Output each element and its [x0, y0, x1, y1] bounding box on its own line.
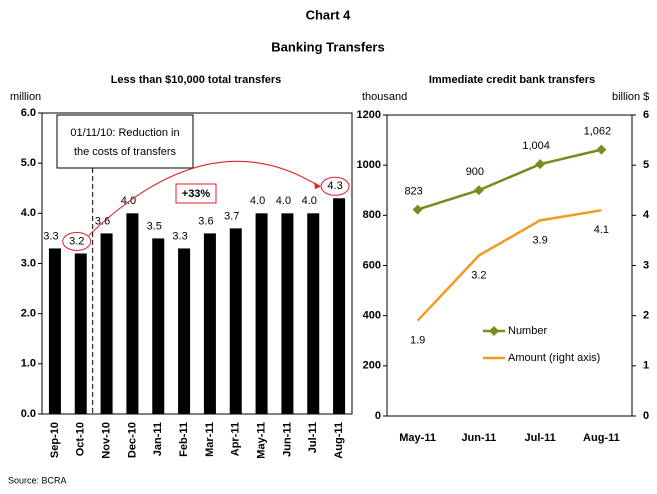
x-tick-label: May-11 — [399, 432, 436, 444]
data-label: 3.3 — [172, 230, 187, 242]
x-tick-label: Feb-11 — [178, 422, 190, 457]
y2-tick-label: 1 — [643, 360, 649, 372]
data-label: 3.6 — [198, 215, 213, 227]
plot-frame — [386, 114, 633, 417]
data-label: 3.5 — [147, 220, 162, 232]
data-label: 4.0 — [276, 195, 291, 207]
y-tick-label: 0 — [375, 410, 381, 422]
data-label: 4.0 — [250, 195, 265, 207]
growth-label: +33% — [182, 188, 211, 200]
bar — [203, 233, 216, 414]
data-label: 4.1 — [594, 224, 609, 236]
data-label: 1.9 — [410, 335, 425, 347]
y-tick-label: 4.0 — [21, 207, 36, 219]
marker — [535, 159, 546, 170]
bar — [178, 248, 191, 414]
x-tick-label: Jun-11 — [461, 432, 496, 444]
y-axis-label: thousand — [362, 91, 407, 103]
data-label: 3.2 — [69, 235, 84, 247]
series-line — [417, 148, 602, 211]
bar — [48, 248, 61, 414]
data-label: 4.0 — [302, 195, 317, 207]
chart-title: Less than $10,000 total transfers — [111, 74, 282, 86]
legend-marker — [489, 326, 499, 336]
data-label: 1,062 — [584, 126, 612, 138]
data-label: 3.9 — [532, 234, 547, 246]
x-tick-label: Nov-10 — [100, 422, 112, 459]
marker — [473, 185, 484, 196]
bar — [126, 213, 139, 414]
y-tick-label: 200 — [363, 360, 381, 372]
y-tick-label: 400 — [363, 310, 381, 322]
bar — [152, 238, 165, 414]
y2-axis-label: billion $ — [612, 91, 649, 103]
y-tick-label: 3.0 — [21, 257, 36, 269]
note-text: 01/11/10: Reduction in — [70, 127, 179, 139]
data-label: 1,004 — [522, 140, 550, 152]
x-tick-label: Aug-11 — [333, 422, 345, 459]
bar — [229, 228, 242, 414]
y2-tick-label: 2 — [643, 310, 649, 322]
page-subtitle: Banking Transfers — [271, 39, 384, 54]
y-tick-label: 1.0 — [21, 358, 36, 370]
y-axis-label: million — [10, 91, 41, 103]
bar — [333, 198, 346, 414]
y-tick-label: 600 — [363, 259, 381, 271]
x-tick-label: Sep-10 — [49, 422, 61, 458]
x-tick-label: Dec-10 — [126, 422, 138, 458]
bar — [281, 213, 294, 414]
data-label: 3.7 — [224, 210, 239, 222]
y-tick-label: 5.0 — [21, 157, 36, 169]
data-label: 3.3 — [43, 230, 58, 242]
legend-label: Number — [508, 325, 547, 337]
x-tick-label: Mar-11 — [204, 422, 216, 457]
legend-label: Amount (right axis) — [508, 352, 600, 364]
y-tick-label: 1200 — [357, 109, 381, 121]
x-tick-label: Jan-11 — [152, 422, 164, 456]
y-tick-label: 2.0 — [21, 308, 36, 320]
data-label: 4.3 — [327, 180, 342, 192]
note-box — [56, 114, 194, 169]
y2-tick-label: 6 — [643, 109, 649, 121]
note-text: the costs of transfers — [74, 146, 177, 158]
y-tick-label: 800 — [363, 209, 381, 221]
source: Source: BCRA — [8, 475, 67, 485]
bar — [100, 233, 113, 414]
y2-tick-label: 3 — [643, 259, 649, 271]
x-tick-label: Jul-11 — [307, 422, 319, 453]
data-label: 823 — [404, 185, 422, 197]
chart-title: Immediate credit bank transfers — [429, 74, 595, 86]
x-tick-label: Apr-11 — [230, 422, 242, 456]
y2-tick-label: 5 — [643, 159, 649, 171]
growth-box — [175, 183, 217, 204]
growth-arrow — [88, 160, 320, 236]
bar — [307, 213, 320, 414]
bar — [74, 253, 87, 414]
highlight-circle — [62, 231, 92, 251]
y-tick-label: 1000 — [357, 159, 381, 171]
x-tick-label: Jun-11 — [281, 422, 293, 457]
x-tick-label: Jul-11 — [525, 432, 556, 444]
y-tick-label: 0.0 — [21, 408, 36, 420]
marker — [412, 204, 423, 215]
bar — [255, 213, 268, 414]
y2-tick-label: 4 — [643, 209, 650, 221]
y-tick-label: 6.0 — [21, 107, 36, 119]
y2-tick-label: 0 — [643, 410, 649, 422]
page-title: Chart 4 — [306, 7, 352, 22]
arrow-head — [314, 182, 322, 190]
data-label: 3.6 — [95, 215, 110, 227]
data-label: 900 — [466, 166, 484, 178]
data-label: 3.2 — [471, 269, 486, 281]
series-line — [416, 209, 602, 322]
x-tick-label: Oct-10 — [75, 422, 87, 456]
x-tick-label: May-11 — [255, 422, 267, 459]
marker — [596, 144, 607, 155]
x-tick-label: Aug-11 — [583, 432, 620, 444]
